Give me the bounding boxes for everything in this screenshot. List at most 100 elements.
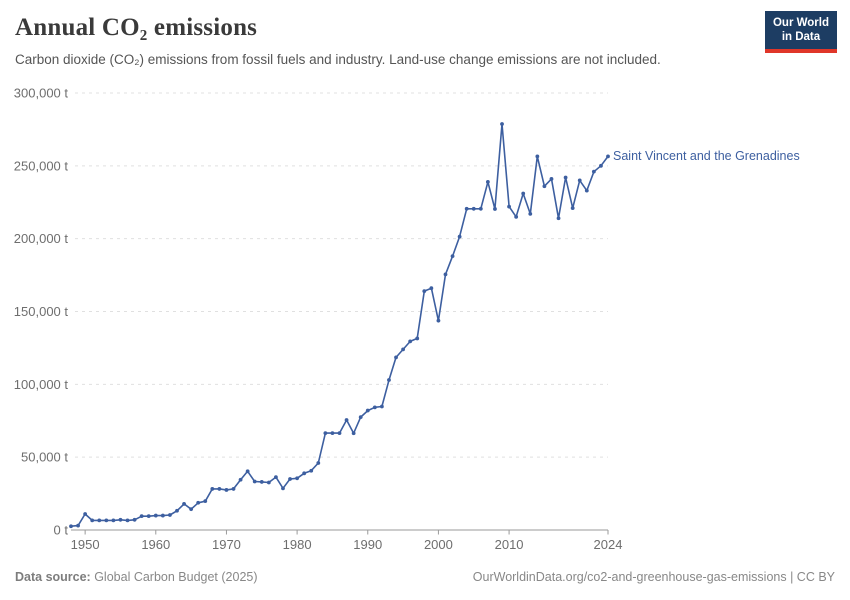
data-point-marker[interactable]	[542, 184, 547, 189]
data-source-label: Data source:	[15, 570, 91, 584]
data-point-marker[interactable]	[493, 207, 497, 211]
data-point-marker[interactable]	[309, 468, 314, 473]
data-point-marker[interactable]	[196, 500, 201, 505]
owid-logo-line1: Our World	[772, 17, 829, 29]
data-point-marker[interactable]	[153, 513, 158, 518]
data-point-marker[interactable]	[231, 487, 236, 491]
data-point-marker[interactable]	[485, 179, 490, 184]
data-point-marker[interactable]	[415, 336, 420, 341]
y-axis-tick-label: 0 t	[54, 523, 69, 538]
data-point-marker[interactable]	[514, 214, 519, 219]
data-point-marker[interactable]	[344, 418, 349, 422]
data-point-marker[interactable]	[584, 188, 589, 193]
data-point-marker[interactable]	[450, 254, 455, 259]
data-point-marker[interactable]	[210, 487, 215, 491]
data-point-marker[interactable]	[252, 479, 257, 484]
data-point-marker[interactable]	[401, 347, 405, 352]
data-point-marker[interactable]	[351, 431, 356, 436]
data-point-marker[interactable]	[570, 206, 575, 210]
data-point-marker[interactable]	[125, 518, 130, 523]
y-axis-tick-label: 250,000 t	[14, 158, 69, 173]
data-point-marker[interactable]	[436, 318, 441, 323]
data-point-marker[interactable]	[464, 206, 469, 211]
y-axis-tick-label: 100,000 t	[14, 377, 69, 392]
data-point-marker[interactable]	[302, 471, 307, 476]
data-point-marker[interactable]	[358, 415, 363, 420]
data-point-marker[interactable]	[90, 518, 95, 523]
data-point-marker[interactable]	[500, 122, 504, 126]
data-point-marker[interactable]	[224, 488, 229, 492]
data-point-marker[interactable]	[535, 154, 540, 159]
data-point-marker[interactable]	[443, 272, 448, 277]
data-point-marker[interactable]	[549, 177, 554, 181]
data-point-marker[interactable]	[379, 404, 384, 409]
data-point-marker[interactable]	[528, 212, 533, 216]
data-point-marker[interactable]	[245, 469, 250, 474]
data-point-marker[interactable]	[457, 234, 462, 239]
x-axis-tick-label: 1960	[141, 537, 170, 552]
data-point-marker[interactable]	[387, 378, 391, 382]
x-axis-tick-label: 2024	[594, 537, 623, 552]
data-point-marker[interactable]	[606, 154, 610, 159]
data-point-marker[interactable]	[295, 476, 300, 481]
data-point-marker[interactable]	[274, 475, 278, 480]
data-point-marker[interactable]	[146, 514, 151, 519]
data-point-marker[interactable]	[563, 175, 568, 180]
data-point-marker[interactable]	[323, 431, 328, 436]
y-axis-tick-label: 300,000 t	[14, 86, 69, 101]
data-point-marker[interactable]	[422, 289, 427, 294]
data-point-marker[interactable]	[599, 163, 603, 168]
data-point-marker[interactable]	[139, 514, 144, 519]
data-point-marker[interactable]	[556, 216, 561, 221]
data-point-marker[interactable]	[111, 518, 116, 523]
data-point-marker[interactable]	[97, 518, 102, 523]
data-point-marker[interactable]	[394, 355, 398, 360]
owid-logo[interactable]: Our World in Data	[764, 11, 837, 53]
data-point-marker[interactable]	[238, 477, 243, 482]
data-point-marker[interactable]	[69, 524, 73, 529]
data-point-marker[interactable]	[429, 286, 434, 291]
emissions-line[interactable]	[70, 123, 609, 528]
data-point-marker[interactable]	[471, 206, 476, 211]
data-point-marker[interactable]	[203, 499, 208, 504]
data-point-marker[interactable]	[168, 513, 172, 517]
data-point-marker[interactable]	[337, 431, 342, 436]
data-source-value: Global Carbon Budget (2025)	[90, 570, 258, 584]
owid-link[interactable]: OurWorldinData.org/co2-and-greenhouse-ga…	[472, 570, 835, 584]
data-point-marker[interactable]	[372, 405, 377, 410]
data-point-marker[interactable]	[521, 191, 526, 196]
series-label-saint-vincent[interactable]: Saint Vincent and the Grenadines	[613, 149, 800, 164]
data-point-marker[interactable]	[281, 486, 285, 491]
data-point-marker[interactable]	[408, 339, 413, 344]
x-axis-tick-label: 1990	[353, 537, 382, 552]
data-point-marker[interactable]	[217, 487, 222, 491]
data-point-marker[interactable]	[118, 517, 123, 522]
chart-subtitle: Carbon dioxide (CO₂) emissions from foss…	[15, 52, 661, 67]
y-axis-tick-label: 150,000 t	[14, 304, 69, 319]
data-point-marker[interactable]	[259, 480, 264, 484]
data-point-marker[interactable]	[478, 206, 483, 211]
data-point-marker[interactable]	[266, 480, 271, 485]
data-point-marker[interactable]	[316, 461, 321, 465]
data-point-marker[interactable]	[175, 508, 179, 513]
x-axis-tick-label: 1970	[212, 537, 241, 552]
y-axis-tick-label: 50,000 t	[21, 450, 68, 465]
data-point-marker[interactable]	[189, 507, 194, 512]
owid-logo-line2: in Data	[781, 31, 821, 44]
data-point-marker[interactable]	[330, 431, 335, 436]
data-point-marker[interactable]	[160, 513, 165, 518]
data-point-marker[interactable]	[507, 204, 511, 209]
data-point-marker[interactable]	[365, 408, 370, 413]
chart-title: Annual CO₂ emissions	[15, 14, 258, 41]
data-point-marker[interactable]	[577, 178, 582, 183]
data-point-marker[interactable]	[288, 477, 292, 481]
emissions-line-chart[interactable]: 0 t 50,000 t 100,000 t 150,000 t 200,000 t 25…	[0, 0, 850, 560]
data-point-marker[interactable]	[591, 169, 596, 174]
data-point-marker[interactable]	[104, 518, 109, 523]
data-point-marker[interactable]	[83, 512, 88, 516]
data-point-marker[interactable]	[132, 517, 137, 522]
data-point-marker[interactable]	[182, 502, 186, 506]
chart-footer: Data source: Global Carbon Budget (2025)…	[0, 562, 850, 600]
data-point-marker[interactable]	[76, 523, 80, 528]
y-axis-tick-label: 200,000 t	[14, 231, 69, 246]
